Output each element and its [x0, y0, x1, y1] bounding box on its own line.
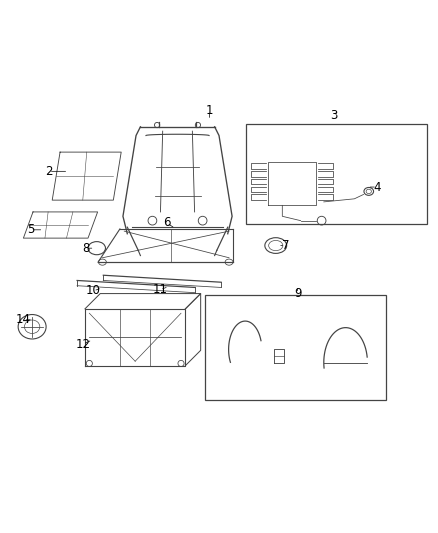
Text: 8: 8 — [82, 241, 89, 255]
Text: 7: 7 — [282, 239, 289, 252]
Bar — [246, 124, 427, 224]
Text: 6: 6 — [163, 216, 170, 229]
Text: 4: 4 — [373, 181, 381, 193]
Text: 3: 3 — [330, 109, 337, 123]
Text: 12: 12 — [75, 338, 90, 351]
Text: 11: 11 — [152, 283, 168, 296]
Text: 1: 1 — [206, 104, 213, 117]
Text: 14: 14 — [16, 313, 31, 326]
Bar — [205, 295, 386, 400]
Text: 2: 2 — [45, 165, 53, 178]
Text: 9: 9 — [294, 287, 301, 300]
Text: 10: 10 — [86, 285, 101, 297]
Text: 5: 5 — [27, 223, 34, 236]
